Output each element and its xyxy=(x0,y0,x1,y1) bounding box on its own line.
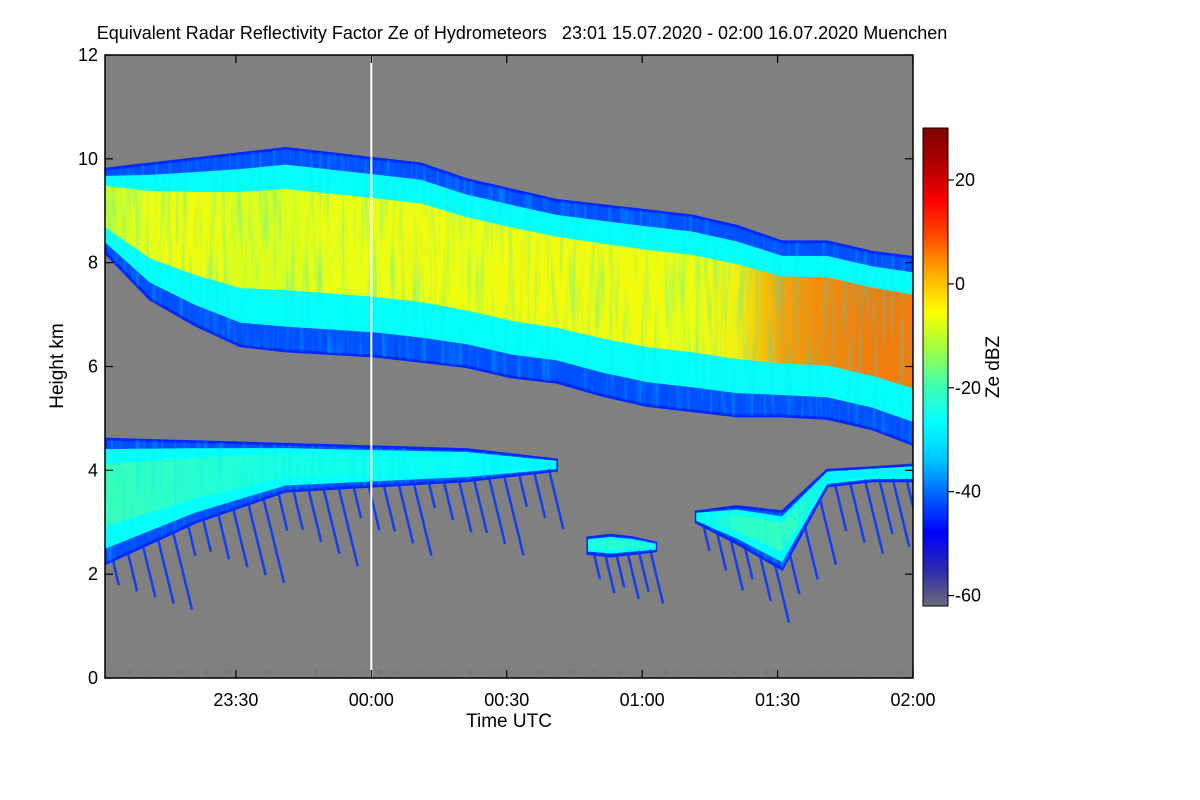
y-tick-label: 0 xyxy=(88,668,98,688)
colorbar-tick-label: -40 xyxy=(955,482,981,502)
ground-clutter-band xyxy=(105,670,913,674)
fall-streak xyxy=(788,552,801,595)
fall-streak xyxy=(773,562,791,623)
fall-streak xyxy=(891,478,911,548)
y-tick-label: 6 xyxy=(88,357,98,377)
x-tick-label: 00:00 xyxy=(349,690,394,710)
echo-layer-lower-cloud-west xyxy=(105,437,565,610)
fall-streak xyxy=(261,496,286,584)
fall-streak xyxy=(367,484,381,531)
fall-streak xyxy=(603,553,616,594)
fall-streak xyxy=(246,501,267,576)
colorbar-gradient xyxy=(922,127,949,607)
fall-streak xyxy=(833,482,848,532)
y-tick-label: 8 xyxy=(88,253,98,273)
x-axis-label: Time UTC xyxy=(466,711,552,732)
fall-streak xyxy=(412,481,433,557)
y-axis: 0 2 4 6 8 10 12 xyxy=(78,45,913,688)
echo-texture xyxy=(696,465,913,569)
fall-streak xyxy=(457,478,473,533)
colorbar-tick-label: 0 xyxy=(955,274,965,294)
y-tick-label: 12 xyxy=(78,45,98,65)
fall-streak xyxy=(648,549,665,604)
x-tick-label: 01:00 xyxy=(620,690,665,710)
fall-streak xyxy=(905,478,913,512)
fall-streak xyxy=(352,484,363,519)
fall-streak xyxy=(626,551,640,600)
echo-layer-upper-cloud xyxy=(105,146,913,446)
x-axis: 23:30 00:00 00:30 01:00 01:30 02:00 xyxy=(213,55,936,710)
fall-streak xyxy=(337,485,359,567)
colorbar-tick-label: -20 xyxy=(955,378,981,398)
fall-streak xyxy=(532,470,547,519)
colorbar: -60 -40 -20 0 20 Ze dBZ xyxy=(922,127,1004,607)
fall-streak xyxy=(803,525,819,580)
fall-streak xyxy=(442,479,455,521)
fall-streak xyxy=(141,544,157,598)
y-tick-label: 2 xyxy=(88,564,98,584)
fall-streak xyxy=(111,558,120,586)
fall-streak xyxy=(758,553,772,602)
fall-streak xyxy=(156,537,175,604)
fall-streak xyxy=(276,491,289,531)
echo-layers xyxy=(105,146,913,623)
x-tick-label: 23:30 xyxy=(213,690,258,710)
fall-streak xyxy=(743,545,754,580)
fall-streak xyxy=(291,488,305,530)
fall-streak xyxy=(472,477,489,534)
fall-streak xyxy=(701,523,711,551)
ground-clutter xyxy=(105,670,913,674)
colorbar-tick-label: 20 xyxy=(955,170,975,190)
fall-streak xyxy=(502,474,525,556)
fall-streak xyxy=(848,481,866,543)
fall-streak xyxy=(592,551,602,580)
fall-streak xyxy=(637,550,650,593)
fall-streak xyxy=(877,478,894,535)
echo-texture xyxy=(105,439,557,564)
fall-streak xyxy=(547,468,565,530)
fall-streak xyxy=(487,475,507,545)
echo-layer-lower-cloud-east xyxy=(694,463,913,623)
echo-layer-lower-cloud-mid xyxy=(586,533,665,604)
fall-streak xyxy=(321,486,341,555)
fall-streak xyxy=(397,482,415,544)
x-tick-label: 00:30 xyxy=(484,690,529,710)
echo-texture xyxy=(105,148,913,445)
fall-streak xyxy=(728,537,745,591)
y-tick-label: 4 xyxy=(88,460,98,480)
fall-streak xyxy=(427,480,436,509)
fall-streak xyxy=(382,483,397,532)
colorbar-label: Ze dBZ xyxy=(983,335,1004,398)
fall-streak xyxy=(201,517,213,552)
fall-streak xyxy=(186,523,197,556)
fall-streak xyxy=(614,553,626,588)
chart-title: Equivalent Radar Reflectivity Factor Ze … xyxy=(97,23,948,43)
y-axis-label: Height km xyxy=(47,323,68,409)
colorbar-tick-label: -60 xyxy=(955,586,981,606)
fall-streak xyxy=(863,479,885,554)
fall-streak xyxy=(306,487,323,543)
fall-streak xyxy=(517,472,528,507)
fall-streak xyxy=(216,512,231,560)
y-tick-label: 10 xyxy=(78,149,98,169)
x-tick-label: 02:00 xyxy=(890,690,935,710)
fall-streak xyxy=(171,530,194,610)
x-tick-label: 01:30 xyxy=(755,690,800,710)
fall-streak xyxy=(715,530,728,571)
fall-streak xyxy=(818,497,838,566)
fall-streak xyxy=(126,551,139,592)
fall-streak xyxy=(231,506,249,568)
